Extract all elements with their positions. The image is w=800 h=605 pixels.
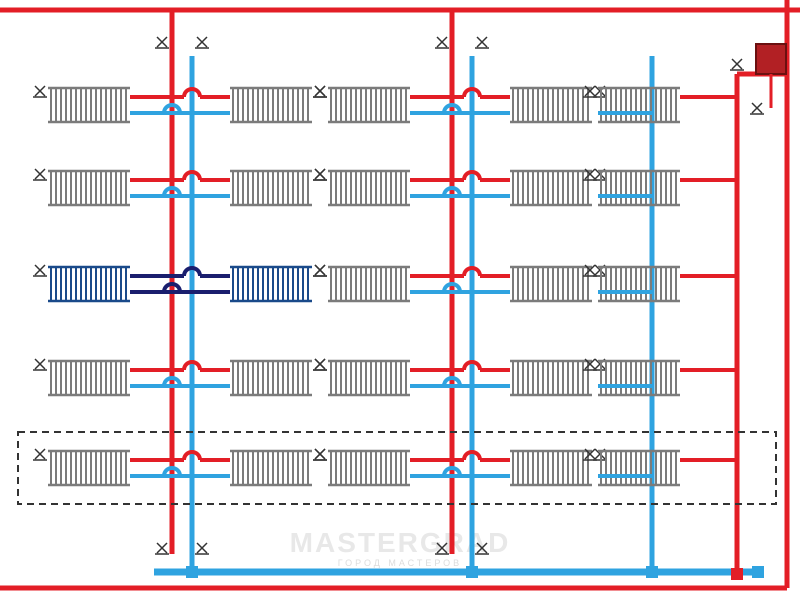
valve-icon: [750, 103, 764, 114]
radiator: [510, 361, 592, 395]
radiator: [48, 171, 130, 205]
radiator: [230, 361, 312, 395]
radiator: [328, 267, 410, 301]
radiator: [598, 171, 680, 205]
valve-icon: [313, 86, 327, 97]
radiator: [510, 451, 592, 485]
heating-diagram: MASTERGRADГОРОД МАСТЕРОВ: [0, 0, 800, 605]
valve-icon: [475, 37, 489, 48]
valve-icon: [33, 86, 47, 97]
radiator: [510, 171, 592, 205]
valve-icon: [155, 37, 169, 48]
radiator: [48, 451, 130, 485]
valve-icon: [313, 359, 327, 370]
radiator: [510, 267, 592, 301]
valve-icon: [195, 543, 209, 554]
expansion-tank: [756, 44, 786, 74]
valve-icon: [33, 169, 47, 180]
valve-icon: [33, 449, 47, 460]
valve-icon: [33, 359, 47, 370]
radiator: [230, 88, 312, 122]
valve-icon: [313, 169, 327, 180]
radiator: [598, 88, 680, 122]
radiator: [48, 361, 130, 395]
radiator: [230, 451, 312, 485]
radiator: [48, 267, 130, 301]
radiator: [48, 88, 130, 122]
radiator: [230, 171, 312, 205]
radiator: [328, 171, 410, 205]
valve-icon: [435, 37, 449, 48]
valve-icon: [155, 543, 169, 554]
valve-icon: [195, 37, 209, 48]
radiator: [328, 88, 410, 122]
radiator: [598, 451, 680, 485]
radiator: [328, 451, 410, 485]
radiator: [328, 361, 410, 395]
valve-icon: [730, 59, 744, 70]
valve-icon: [313, 265, 327, 276]
valve-icon: [33, 265, 47, 276]
radiator: [510, 88, 592, 122]
watermark-sub: ГОРОД МАСТЕРОВ: [338, 558, 462, 568]
valve-icon: [313, 449, 327, 460]
radiator: [598, 267, 680, 301]
radiator: [230, 267, 312, 301]
radiator: [598, 361, 680, 395]
